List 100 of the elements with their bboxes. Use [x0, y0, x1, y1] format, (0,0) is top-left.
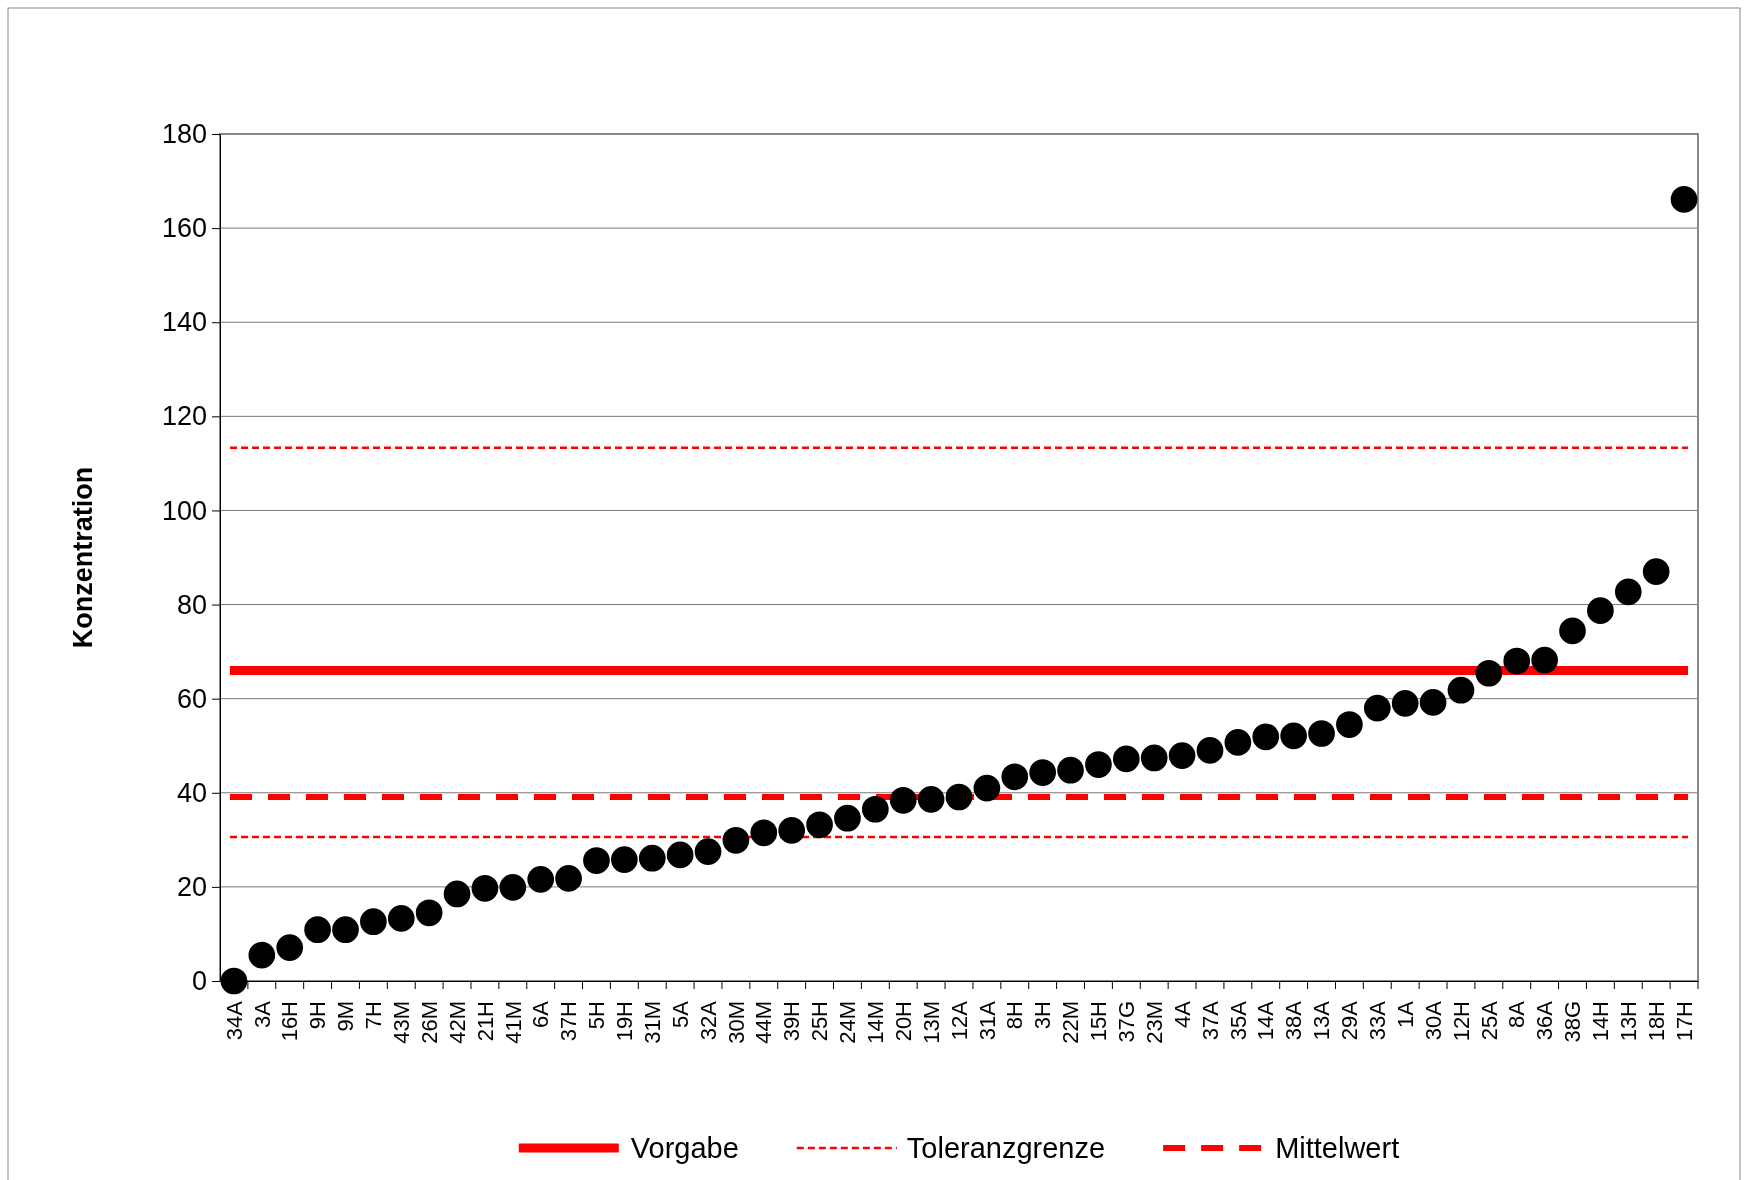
point: [1670, 186, 1698, 213]
y-tick-label: 40: [176, 777, 207, 808]
x-tick-label: 30A: [1420, 1000, 1446, 1041]
point: [806, 811, 833, 839]
x-tick-label: 34A: [221, 1000, 247, 1041]
point: [1363, 694, 1391, 722]
x-tick-label: 39H: [779, 1001, 805, 1042]
point: [1614, 578, 1642, 606]
x-tick-label: 38G: [1560, 1001, 1586, 1043]
x-tick-label: 29A: [1337, 1000, 1363, 1041]
x-tick-label: 21H: [472, 1001, 498, 1042]
x-tick-label: 41M: [500, 1001, 526, 1044]
point: [945, 783, 973, 811]
x-tick-label: 31A: [974, 1000, 1000, 1041]
point: [1196, 737, 1224, 764]
x-tick-label: 32A: [695, 1000, 721, 1041]
point: [1001, 763, 1029, 791]
x-tick-label: 1A: [1392, 1000, 1418, 1028]
point: [666, 841, 694, 869]
x-tick-label: 13A: [1309, 1000, 1335, 1041]
x-tick-label: 19H: [612, 1001, 638, 1042]
point: [248, 941, 276, 969]
point: [1140, 744, 1168, 772]
point: [1531, 646, 1558, 674]
x-tick-label: 37A: [1197, 1000, 1223, 1041]
point: [360, 908, 387, 936]
point: [1252, 723, 1280, 751]
x-tick-label: 7H: [361, 1001, 387, 1030]
point: [1391, 690, 1419, 717]
x-tick-label: 23M: [1141, 1001, 1167, 1044]
x-tick-label: 22M: [1058, 1001, 1084, 1044]
point: [722, 826, 750, 854]
x-tick-label: 6A: [528, 1000, 554, 1028]
y-tick-label: 160: [161, 213, 207, 244]
point: [220, 967, 248, 995]
x-tick-label: 8H: [1002, 1001, 1028, 1030]
x-tick-label: 13H: [1615, 1001, 1641, 1042]
point: [973, 774, 1001, 802]
point: [555, 865, 582, 892]
x-tick-label: 14M: [863, 1001, 889, 1044]
point: [1280, 722, 1307, 750]
x-tick-label: 30M: [723, 1001, 749, 1044]
x-tick-label: 33A: [1365, 1000, 1390, 1041]
point: [527, 866, 555, 893]
y-tick-label: 0: [191, 966, 207, 997]
point: [1029, 759, 1057, 786]
point: [276, 934, 304, 961]
x-tick-label: 4A: [1169, 1000, 1195, 1028]
x-tick-label: 18H: [1643, 1001, 1669, 1042]
point: [583, 847, 610, 874]
point: [1224, 729, 1252, 756]
point: [1447, 676, 1475, 704]
x-tick-label: 3A: [249, 1000, 275, 1028]
x-tick-label: 25A: [1476, 1000, 1502, 1041]
x-tick-label: 9H: [305, 1001, 331, 1030]
x-tick-label: 14H: [1588, 1001, 1614, 1042]
x-tick-label: 16H: [277, 1001, 303, 1042]
y-tick-label: 80: [176, 589, 207, 620]
legend-label: Vorgabe: [630, 1132, 739, 1164]
x-tick-label: 5H: [584, 1001, 610, 1030]
x-tick-label: 13M: [918, 1001, 944, 1044]
x-tick-label: 37H: [556, 1001, 582, 1042]
x-tick-label: 25H: [807, 1001, 833, 1042]
point: [1085, 751, 1112, 778]
x-tick-label: 15H: [1086, 1001, 1112, 1042]
x-tick-label: 38A: [1281, 1000, 1307, 1041]
x-tick-label: 31M: [639, 1001, 665, 1044]
x-tick-label: 12H: [1448, 1001, 1474, 1042]
y-tick-label: 60: [176, 683, 207, 714]
point: [332, 916, 359, 944]
point: [415, 899, 443, 927]
point: [694, 838, 722, 865]
x-tick-label: 44M: [751, 1001, 777, 1044]
x-tick-label: 43M: [388, 1001, 414, 1044]
y-tick-label: 140: [161, 307, 207, 338]
y-axis-title: Konzentration: [68, 466, 98, 649]
legend-label: Toleranzgrenze: [906, 1132, 1106, 1164]
y-tick-label: 120: [161, 401, 207, 432]
x-tick-label: 3H: [1030, 1001, 1056, 1030]
point: [611, 846, 638, 873]
point: [861, 795, 889, 823]
y-tick-label: 180: [161, 119, 207, 150]
x-tick-label: 12A: [946, 1000, 972, 1041]
point: [1587, 597, 1614, 624]
x-tick-label: 5A: [667, 1000, 693, 1028]
x-tick-label: 24M: [835, 1001, 861, 1044]
legend-label: Mittelwert: [1275, 1132, 1400, 1164]
x-tick-label: 8A: [1504, 1000, 1530, 1028]
x-tick-label: 26M: [416, 1001, 442, 1044]
point: [1419, 689, 1447, 716]
point: [750, 819, 778, 847]
point: [1336, 711, 1363, 738]
x-tick-label: 17H: [1671, 1001, 1697, 1042]
point: [1057, 756, 1084, 784]
point: [499, 874, 527, 901]
point: [443, 880, 471, 908]
y-tick-label: 100: [161, 495, 207, 526]
point: [778, 817, 806, 844]
x-tick-label: 14A: [1253, 1000, 1279, 1041]
x-tick-label: 35A: [1225, 1000, 1251, 1041]
